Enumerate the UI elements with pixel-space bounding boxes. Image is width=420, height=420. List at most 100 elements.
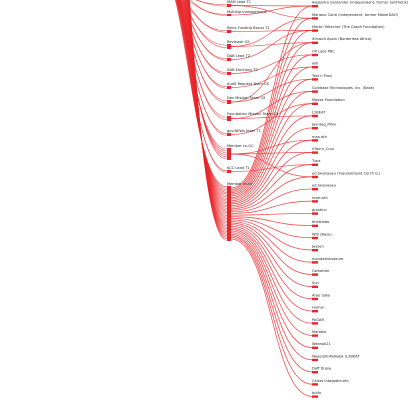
right-node-bar [312,297,318,301]
right-node-bar [312,322,318,325]
right-node-bar [312,285,318,288]
flow-link-out [230,200,313,214]
flow-link-out [230,230,313,336]
flow-link-in [176,0,228,190]
flow-link-out [230,227,313,312]
right-node-bar [312,127,318,130]
middle-node-label: Dev Mission Team G5 [227,96,265,100]
right-node-label: Gwnahter [312,269,330,273]
right-node-bar [312,371,318,374]
right-node-label: Arao Soko [312,293,330,297]
middle-node-label: Audit Request Team GS [227,82,270,86]
flow-link-out [230,216,313,226]
right-node-bar [312,273,318,276]
right-node-bar [312,90,318,93]
right-node-label: nTourn_Cruz [312,147,334,151]
flow-link-cross [230,164,313,172]
flow-link-cross [230,30,313,60]
right-node-label: Jaantag_Pillar [311,123,337,127]
flow-link-cross [230,5,313,16]
middle-node-label: DAB Elections T2 [227,68,258,72]
flow-link-cross [230,5,313,19]
right-node-bar [312,395,318,398]
node-layer: MAM Lead T1 Multisig management Retro Fund… [227,0,409,398]
flow-link-out [230,66,313,197]
right-node-bar [312,41,318,44]
right-node-bar [312,175,318,179]
right-node-label: bulfo [312,391,321,395]
flow-link-out [230,188,313,213]
right-node-label: L2BEAT [312,110,326,114]
right-node-bar [312,53,318,57]
right-node-label: ed.twuisaaeu [312,184,336,188]
flow-link-out [230,152,313,208]
right-node-bar [312,114,318,118]
flow-link-out [230,78,313,198]
flow-link-cross [230,115,313,119]
right-node-label: WIS (Base) [312,232,332,236]
flow-link-in [174,0,228,188]
middle-node-bar [227,186,231,241]
right-node-bar [312,249,318,252]
middle-node-label: gov.NEWs team T1 [227,129,261,133]
flow-link-in [178,0,228,193]
flow-link-out [230,30,313,192]
flow-link-out [230,237,313,385]
middle-node-bar [227,148,231,160]
flow-link-in [175,0,228,189]
middle-node-label: Multisig management [227,10,267,14]
right-node-label: WaseroKnPolkebk (L2BEAT [312,354,360,358]
right-node-bar [312,151,318,154]
flow-link-out [230,221,313,263]
flow-link-cross [230,66,313,88]
right-node-label: Carlos Intagabre.eth [312,379,349,383]
right-node-label: Mariano Conti (Independent, former Maker… [312,13,399,17]
right-node-label: PoGAR [312,318,324,322]
flow-link-out [230,222,313,275]
right-node-bar [312,212,318,215]
right-node-label: Wearsol21 [312,342,331,346]
flow-link-in [189,0,228,240]
flow-link-out [230,5,313,189]
flow-link-out [230,229,313,324]
middle-node-label: KCC Lead T1 [227,166,250,170]
right-node-bar [312,29,318,32]
right-node-label: Ximault Apxin (Borderless Africa) [312,37,372,41]
right-node-bar [312,334,318,337]
flow-link-in [194,0,228,6]
right-node-label: Daff Drasa [312,367,331,371]
flow-link-out [230,164,313,210]
flow-link-cross [230,153,313,178]
flow-link-cross [230,42,313,103]
flow-link-out [230,176,313,211]
right-node-bar [312,236,318,240]
flow-link-out [230,238,313,397]
right-node-label: Humar [312,306,325,310]
flow-link-in [190,0,228,16]
flow-link-out [230,235,313,373]
right-node-bar [312,17,318,20]
flow-link-out [230,42,313,194]
flow-link-out [230,217,313,239]
right-node-bar [312,346,318,349]
right-node-label: mondaktinsaaure [312,257,344,261]
right-node-label: Jaysen [311,245,324,249]
right-node-bar [312,139,318,142]
flow-link-cross [230,30,313,32]
right-node-label: Moose Foundation [312,98,345,102]
right-node-bar [312,261,318,264]
flow-link-out [230,232,313,348]
middle-node-bar [227,170,231,173]
right-node-label: Alejandro Santander (Independent, former… [312,1,409,5]
right-node-label: wih [312,62,318,66]
flow-link-in [188,0,228,234]
middle-node-label: DAB Lead T2 [227,54,250,58]
flow-link-out [230,91,313,200]
middle-node-label: Member cs-GC [227,144,254,148]
flow-link-out [230,213,313,216]
middle-node-label: Foundation Mission Team G5 [227,112,278,116]
flow-link-in [196,0,228,7]
right-node-label: Coinbase Technologies, Inc. (Base) [312,86,375,90]
flow-link-out [230,103,313,202]
right-node-bar [312,66,318,69]
